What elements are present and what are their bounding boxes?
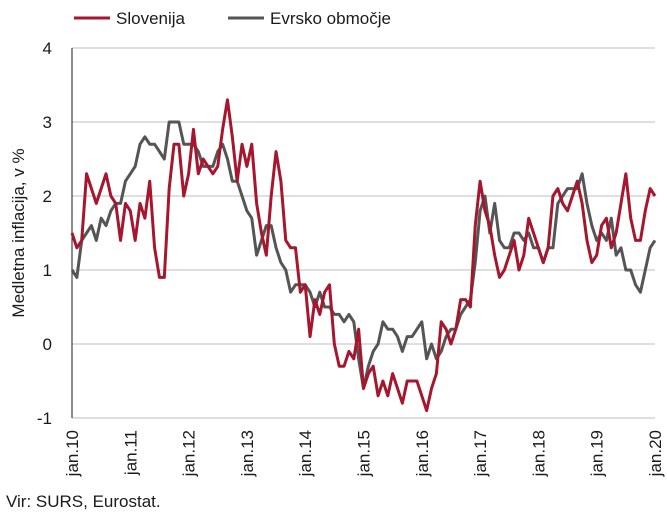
- y-tick-label: 2: [43, 187, 52, 206]
- x-tick-label: jan.20: [646, 430, 665, 477]
- series-lines: [70, 98, 657, 413]
- y-tick-label: 0: [43, 335, 52, 354]
- y-tick-labels: -1 0 1 2 3 4: [37, 39, 52, 428]
- y-tick-label: 4: [43, 39, 52, 58]
- x-tick-label: jan.18: [529, 430, 548, 477]
- x-tick-label: jan.17: [471, 430, 490, 477]
- x-tick-label: jan.16: [413, 430, 432, 477]
- legend-label-evrsko-obmocje: Evrsko območje: [270, 9, 391, 28]
- series-line-slovenija: [70, 98, 657, 413]
- source-note: Vir: SURS, Eurostat.: [6, 492, 161, 511]
- gridlines: [72, 47, 655, 419]
- x-tick-label: jan.19: [588, 430, 607, 477]
- y-tick-label: -1: [37, 409, 52, 428]
- x-tick-label: jan.10: [63, 430, 82, 477]
- x-tick-label: jan.11: [121, 430, 140, 476]
- x-tick-labels: jan.10 jan.11 jan.12 jan.13 jan.14 jan.15 jan.…: [63, 430, 665, 477]
- x-tick-label: jan.12: [180, 430, 199, 477]
- legend-label-slovenija: Slovenija: [116, 9, 186, 28]
- legend: Slovenija Evrsko območje: [74, 9, 391, 28]
- x-tick-label: jan.15: [355, 430, 374, 477]
- x-tick-label: jan.13: [238, 430, 257, 477]
- series-line-evrsko-obmocje: [70, 120, 657, 390]
- y-tick-label: 1: [43, 261, 52, 280]
- y-axis-label: Medletna inflacija, v %: [9, 148, 28, 317]
- x-tick-label: jan.14: [296, 430, 315, 477]
- y-tick-label: 3: [43, 113, 52, 132]
